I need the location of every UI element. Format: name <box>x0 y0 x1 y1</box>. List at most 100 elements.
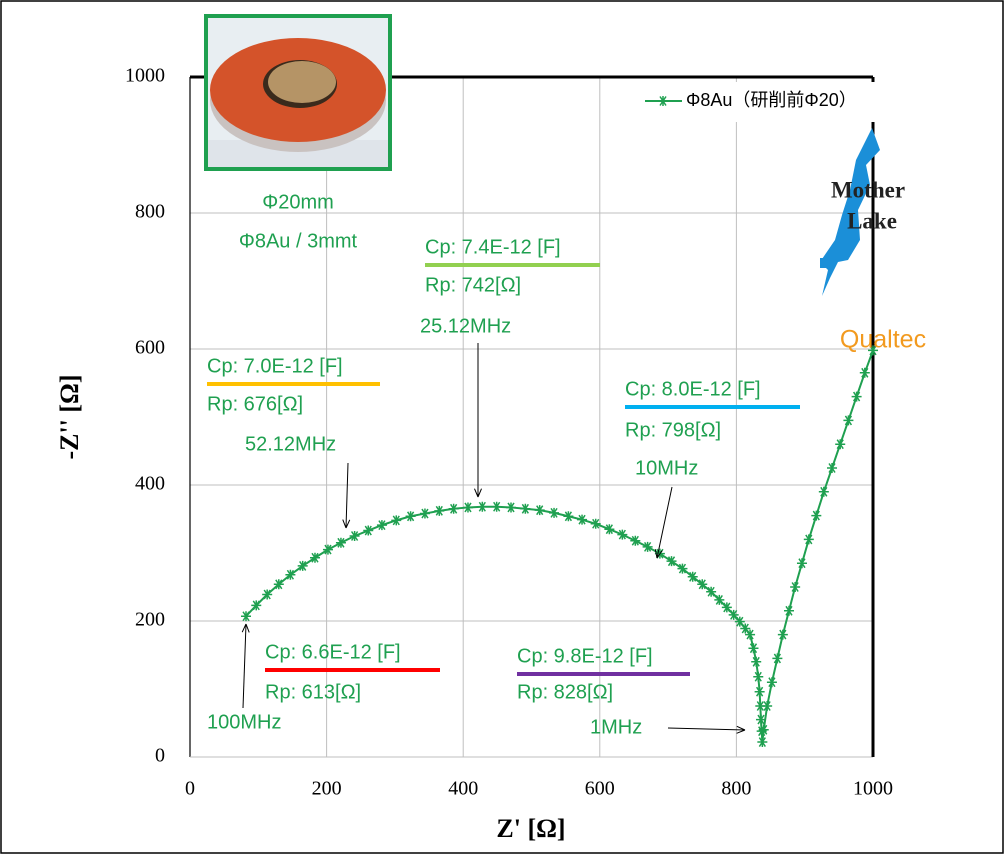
data-point <box>827 463 838 473</box>
data-point <box>285 569 296 580</box>
data-point <box>714 594 725 605</box>
data-point <box>419 508 430 519</box>
y-tick-label: 800 <box>135 201 165 223</box>
data-point <box>617 529 628 540</box>
arrow-line <box>667 727 746 731</box>
data-point <box>642 541 653 552</box>
data-point <box>687 571 698 582</box>
photo-caption: Φ8Au / 3mmt <box>239 230 358 252</box>
data-point <box>783 605 794 616</box>
sample-photo <box>204 14 392 171</box>
data-point <box>796 558 807 569</box>
data-point <box>751 656 762 667</box>
data-point <box>756 726 767 737</box>
arrow-line <box>345 462 349 529</box>
data-point <box>740 623 751 634</box>
data-point <box>335 537 346 548</box>
data-point <box>434 505 445 516</box>
data-point <box>868 345 878 356</box>
x-tick-label: 800 <box>721 778 751 800</box>
data-point <box>297 560 308 571</box>
arrow-head <box>342 519 351 529</box>
rp-label: Rp: 613[Ω] <box>265 681 361 703</box>
rp-label: Rp: 798[Ω] <box>625 419 721 441</box>
data-point <box>851 391 862 402</box>
data-point <box>363 525 374 536</box>
data-point <box>448 503 459 514</box>
data-point <box>590 518 601 529</box>
series-line <box>245 350 874 743</box>
data-point <box>462 502 473 513</box>
logo-text: Mother <box>831 177 905 202</box>
data-point <box>405 511 416 522</box>
frequency-label: 100MHz <box>207 711 281 733</box>
cp-label: Cp: 7.4E-12 [F] <box>425 236 561 258</box>
legend-marker <box>658 96 668 106</box>
arrow-head <box>474 488 482 498</box>
data-point <box>549 507 560 518</box>
arrow-head <box>654 549 663 559</box>
data-point <box>859 367 870 378</box>
x-tick-label: 400 <box>448 778 478 800</box>
data-point <box>241 611 252 622</box>
data-point <box>803 534 814 545</box>
data-point <box>309 552 320 563</box>
logo-brand: Qualtec <box>840 326 926 354</box>
data-point <box>697 579 708 590</box>
rp-label: Rp: 742[Ω] <box>425 274 521 296</box>
rp-label: Rp: 676[Ω] <box>207 393 303 415</box>
data-point <box>534 505 545 516</box>
cp-label: Cp: 9.8E-12 [F] <box>517 645 653 667</box>
data-point <box>721 602 732 613</box>
data-point <box>755 701 766 711</box>
frequency-label: 52.12MHz <box>245 433 336 455</box>
data-point <box>762 701 773 711</box>
arrow-head <box>241 623 250 633</box>
y-tick-label: 600 <box>135 337 165 359</box>
data-point <box>577 514 588 525</box>
frequency-label: 25.12MHz <box>420 315 511 337</box>
data-point <box>754 686 765 697</box>
frequency-label: 10MHz <box>635 457 698 479</box>
data-point <box>772 653 783 664</box>
data-point <box>630 535 641 546</box>
data-point <box>790 582 801 592</box>
data-point <box>745 629 756 640</box>
rp-label: Rp: 828[Ω] <box>517 681 613 703</box>
data-point <box>766 677 777 688</box>
data-point <box>734 616 745 627</box>
data-point <box>376 520 387 531</box>
data-point <box>757 737 768 748</box>
arrow-head <box>736 725 746 734</box>
y-axis-title: -Z'' [Ω] <box>55 374 84 459</box>
data-point <box>753 671 764 682</box>
cp-label: Cp: 6.6E-12 [F] <box>265 641 401 663</box>
data-point <box>677 563 688 574</box>
lake-logo <box>820 128 880 296</box>
frequency-label: 1MHz <box>590 716 642 738</box>
x-tick-label: 0 <box>185 778 195 800</box>
data-point <box>251 600 262 611</box>
photo-caption: Φ20mm <box>262 191 334 213</box>
y-tick-label: 0 <box>155 745 165 767</box>
arrow-line <box>656 486 673 559</box>
plot <box>241 345 878 748</box>
x-tick-label: 600 <box>585 778 615 800</box>
data-point <box>262 589 273 600</box>
data-point <box>391 515 402 526</box>
x-tick-label: 1000 <box>853 778 893 800</box>
logo-text: Lake <box>847 208 897 233</box>
data-point <box>520 503 531 514</box>
lake-logo-part <box>820 258 832 268</box>
data-point <box>506 502 517 513</box>
data-point <box>477 501 488 512</box>
data-point <box>322 544 333 555</box>
data-point <box>666 556 677 567</box>
cp-label: Cp: 7.0E-12 [F] <box>207 355 343 377</box>
data-point <box>818 486 829 497</box>
y-tick-label: 200 <box>135 609 165 631</box>
data-point <box>604 524 615 535</box>
data-point <box>811 510 822 521</box>
